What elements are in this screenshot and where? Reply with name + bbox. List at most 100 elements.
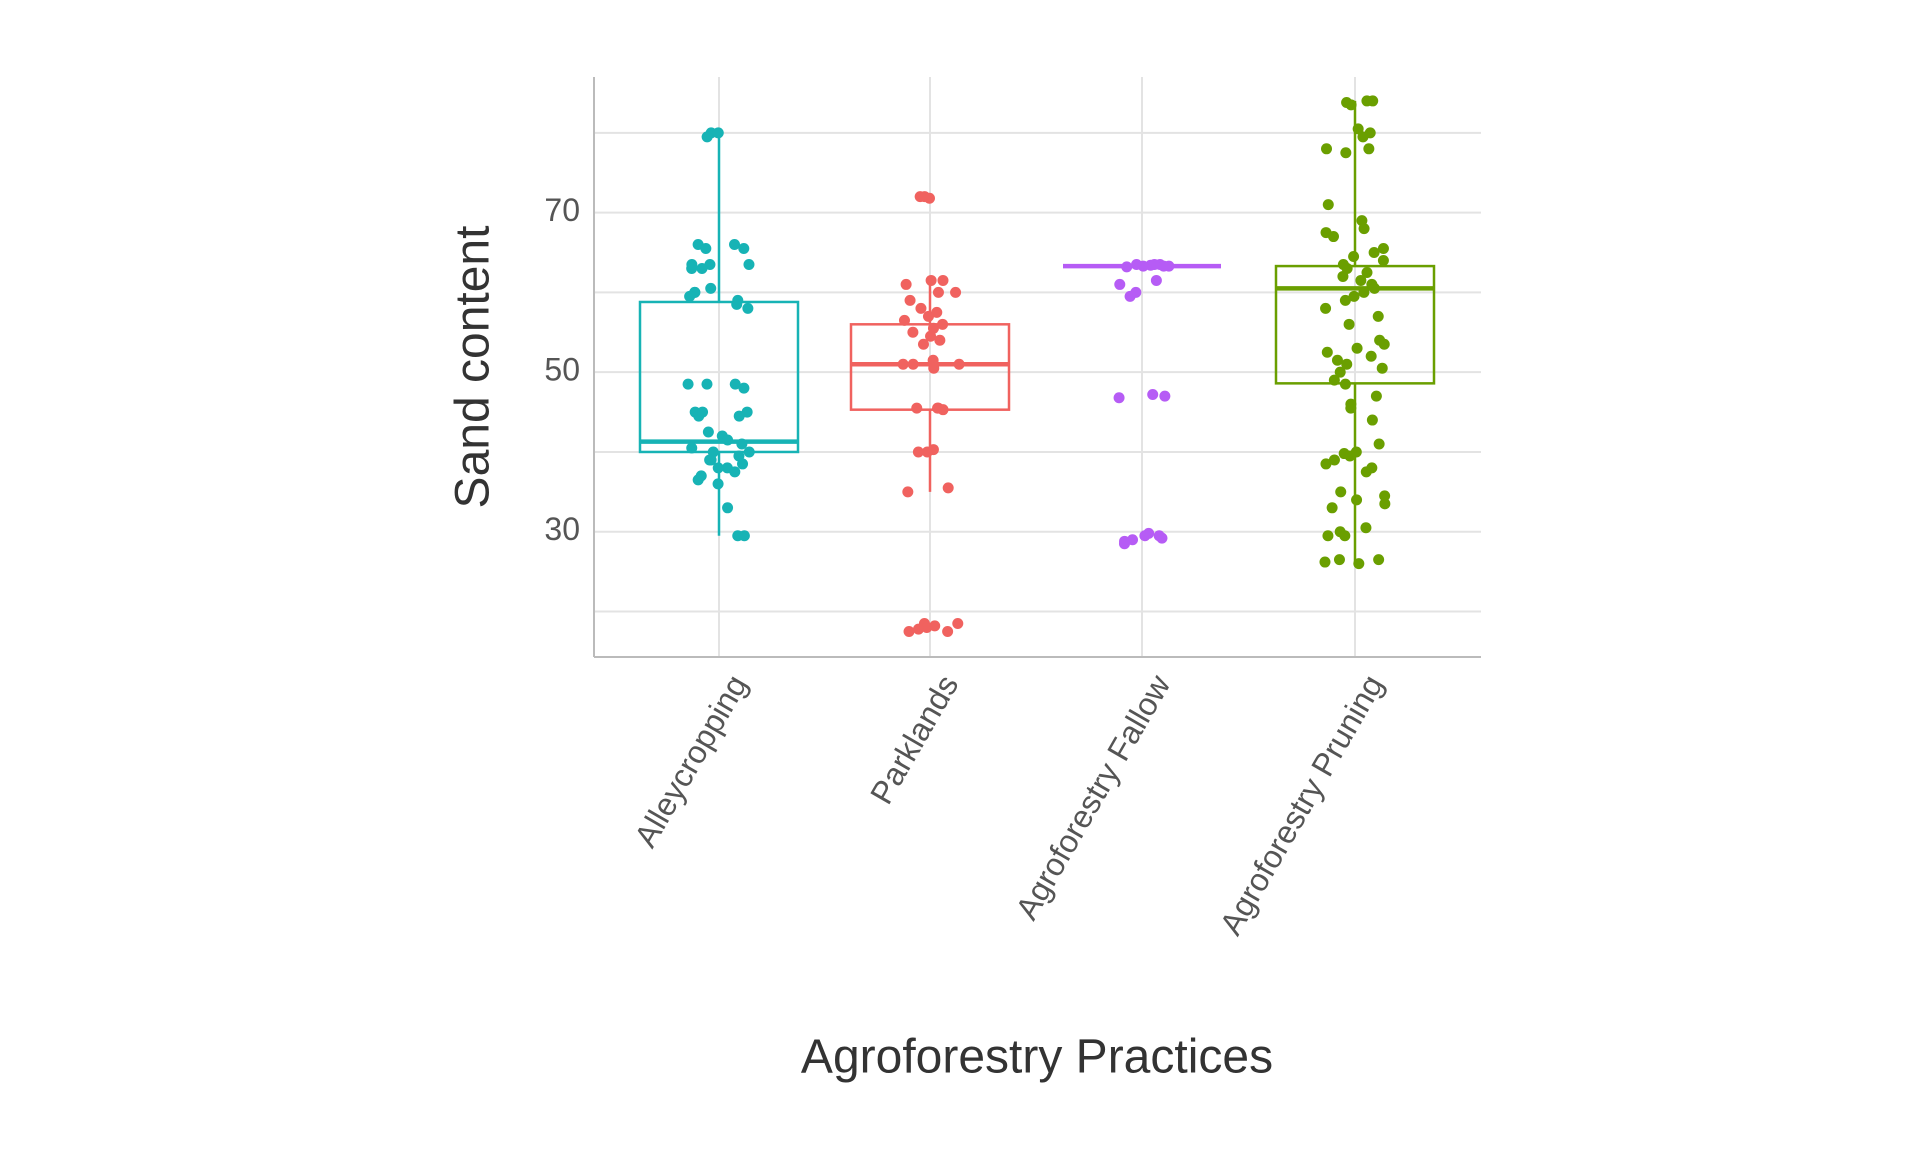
point — [921, 446, 933, 458]
point — [1379, 498, 1391, 510]
point — [1366, 414, 1378, 426]
point — [911, 402, 923, 414]
point — [1339, 378, 1351, 390]
point — [712, 127, 724, 139]
point — [1360, 522, 1372, 534]
point — [701, 131, 713, 143]
point — [697, 406, 709, 418]
point — [684, 290, 696, 302]
point — [1326, 502, 1338, 514]
point — [1322, 199, 1334, 211]
point — [729, 378, 741, 390]
box — [638, 300, 800, 454]
point — [1343, 318, 1355, 330]
point — [902, 486, 914, 498]
point — [950, 286, 962, 298]
point — [1345, 99, 1357, 111]
point — [1360, 466, 1372, 478]
point — [1358, 286, 1370, 298]
point — [1331, 354, 1343, 366]
point — [1339, 530, 1351, 542]
point — [1341, 358, 1353, 370]
point — [1333, 554, 1345, 566]
point — [912, 446, 924, 458]
point — [1114, 278, 1126, 290]
y-tick-label: 50 — [544, 352, 580, 388]
point — [696, 262, 708, 274]
point — [682, 378, 694, 390]
point — [925, 274, 937, 286]
point — [937, 318, 949, 330]
point — [927, 354, 939, 366]
point — [1328, 374, 1340, 386]
point — [1320, 458, 1332, 470]
point — [1118, 538, 1130, 550]
point — [898, 314, 910, 326]
x-tick-label: Agroforestry Fallow — [1008, 668, 1177, 925]
point — [743, 446, 755, 458]
point — [722, 502, 734, 514]
point — [712, 478, 724, 490]
point — [1352, 123, 1364, 135]
point — [729, 239, 741, 251]
point — [1124, 290, 1136, 302]
point — [686, 442, 698, 454]
point — [937, 274, 949, 286]
point — [1345, 402, 1357, 414]
point — [1321, 346, 1333, 358]
point — [1363, 143, 1375, 155]
point — [1148, 258, 1160, 270]
point — [1321, 143, 1333, 155]
point — [1335, 486, 1347, 498]
point — [1113, 392, 1125, 404]
point — [917, 338, 929, 350]
x-tick-label: Agroforestry Pruning — [1212, 669, 1390, 941]
point — [1327, 231, 1339, 243]
point — [731, 298, 743, 310]
point — [1319, 556, 1331, 568]
point — [925, 330, 937, 342]
point — [1357, 131, 1369, 143]
point — [692, 474, 704, 486]
point — [903, 625, 915, 637]
point — [915, 302, 927, 314]
point — [1355, 274, 1367, 286]
point — [942, 482, 954, 494]
point — [904, 294, 916, 306]
point — [1376, 362, 1388, 374]
point — [1348, 290, 1360, 302]
point — [1351, 494, 1363, 506]
point — [700, 243, 712, 255]
point — [1344, 450, 1356, 462]
point — [1373, 554, 1385, 566]
point — [1358, 223, 1370, 235]
point — [1367, 95, 1379, 107]
point — [1377, 243, 1389, 255]
point — [1150, 274, 1162, 286]
point — [928, 362, 940, 374]
point — [1137, 260, 1149, 272]
point — [900, 278, 912, 290]
point — [1340, 147, 1352, 159]
point — [737, 458, 749, 470]
point — [1156, 532, 1168, 544]
point — [701, 378, 713, 390]
point — [1353, 558, 1365, 570]
point — [907, 358, 919, 370]
point — [1337, 270, 1349, 282]
point — [1143, 527, 1155, 539]
point — [738, 382, 750, 394]
point — [1159, 390, 1171, 402]
point — [1121, 261, 1133, 273]
point — [1328, 454, 1340, 466]
point — [743, 258, 755, 270]
point — [1378, 338, 1390, 350]
point — [712, 462, 724, 474]
y-axis-title: Sand content — [447, 226, 500, 509]
point — [1351, 342, 1363, 354]
point — [952, 617, 964, 629]
point — [932, 286, 944, 298]
point — [1322, 530, 1334, 542]
x-tick-label: Alleycropping — [627, 669, 754, 853]
